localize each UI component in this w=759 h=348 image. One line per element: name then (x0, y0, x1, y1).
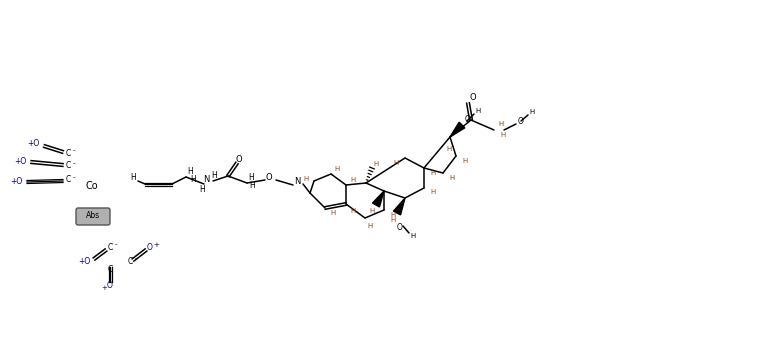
Text: H: H (449, 175, 455, 181)
Text: H: H (199, 185, 205, 195)
Text: H: H (500, 132, 505, 138)
Text: C: C (65, 175, 71, 184)
Text: H: H (499, 121, 504, 127)
Text: C: C (128, 256, 133, 266)
Text: H: H (351, 177, 356, 183)
Text: H: H (370, 208, 375, 214)
Text: H: H (411, 233, 416, 239)
Text: H: H (249, 182, 255, 190)
Text: H: H (248, 173, 254, 182)
Text: O: O (147, 244, 153, 253)
Text: H: H (351, 208, 356, 214)
Text: C: C (107, 266, 112, 275)
Text: H: H (430, 170, 436, 176)
Polygon shape (393, 198, 405, 215)
Text: H: H (446, 146, 452, 152)
Text: H: H (335, 166, 339, 172)
Text: Co: Co (86, 181, 99, 191)
Text: N: N (203, 174, 209, 183)
Text: O: O (465, 116, 471, 125)
Text: O: O (470, 94, 477, 103)
Text: H: H (393, 160, 398, 166)
Text: H: H (462, 158, 468, 164)
Text: -: - (115, 241, 117, 247)
Text: -: - (135, 255, 137, 261)
Text: H: H (187, 166, 193, 175)
Text: O: O (236, 155, 242, 164)
Text: O: O (107, 280, 113, 290)
Text: +: + (153, 242, 159, 248)
Text: +O: +O (27, 139, 39, 148)
Text: N: N (294, 177, 301, 187)
Text: +: + (101, 285, 107, 291)
Text: H: H (330, 210, 335, 216)
Text: -: - (73, 174, 75, 180)
FancyBboxPatch shape (76, 208, 110, 225)
Text: Abs: Abs (86, 212, 100, 221)
Polygon shape (373, 191, 384, 207)
Text: C: C (65, 149, 71, 158)
Text: H: H (373, 161, 379, 167)
Text: H: H (190, 175, 196, 184)
Text: H: H (304, 176, 309, 182)
Text: C: C (107, 243, 112, 252)
Text: O: O (397, 222, 403, 231)
Text: -: - (73, 147, 75, 153)
Text: +O: +O (10, 177, 22, 187)
Text: +O: +O (14, 158, 26, 166)
Text: H: H (390, 212, 395, 218)
Polygon shape (450, 122, 465, 137)
Text: C: C (65, 161, 71, 171)
Text: H: H (390, 217, 395, 223)
Text: H: H (367, 223, 373, 229)
Text: +O: +O (78, 258, 90, 267)
Text: H: H (211, 171, 217, 180)
Text: -: - (73, 160, 75, 166)
Text: H: H (475, 108, 480, 114)
Text: H: H (130, 174, 136, 182)
Text: H: H (529, 109, 534, 115)
Text: H: H (430, 189, 436, 195)
Text: O: O (266, 174, 272, 182)
Text: O: O (518, 117, 524, 126)
